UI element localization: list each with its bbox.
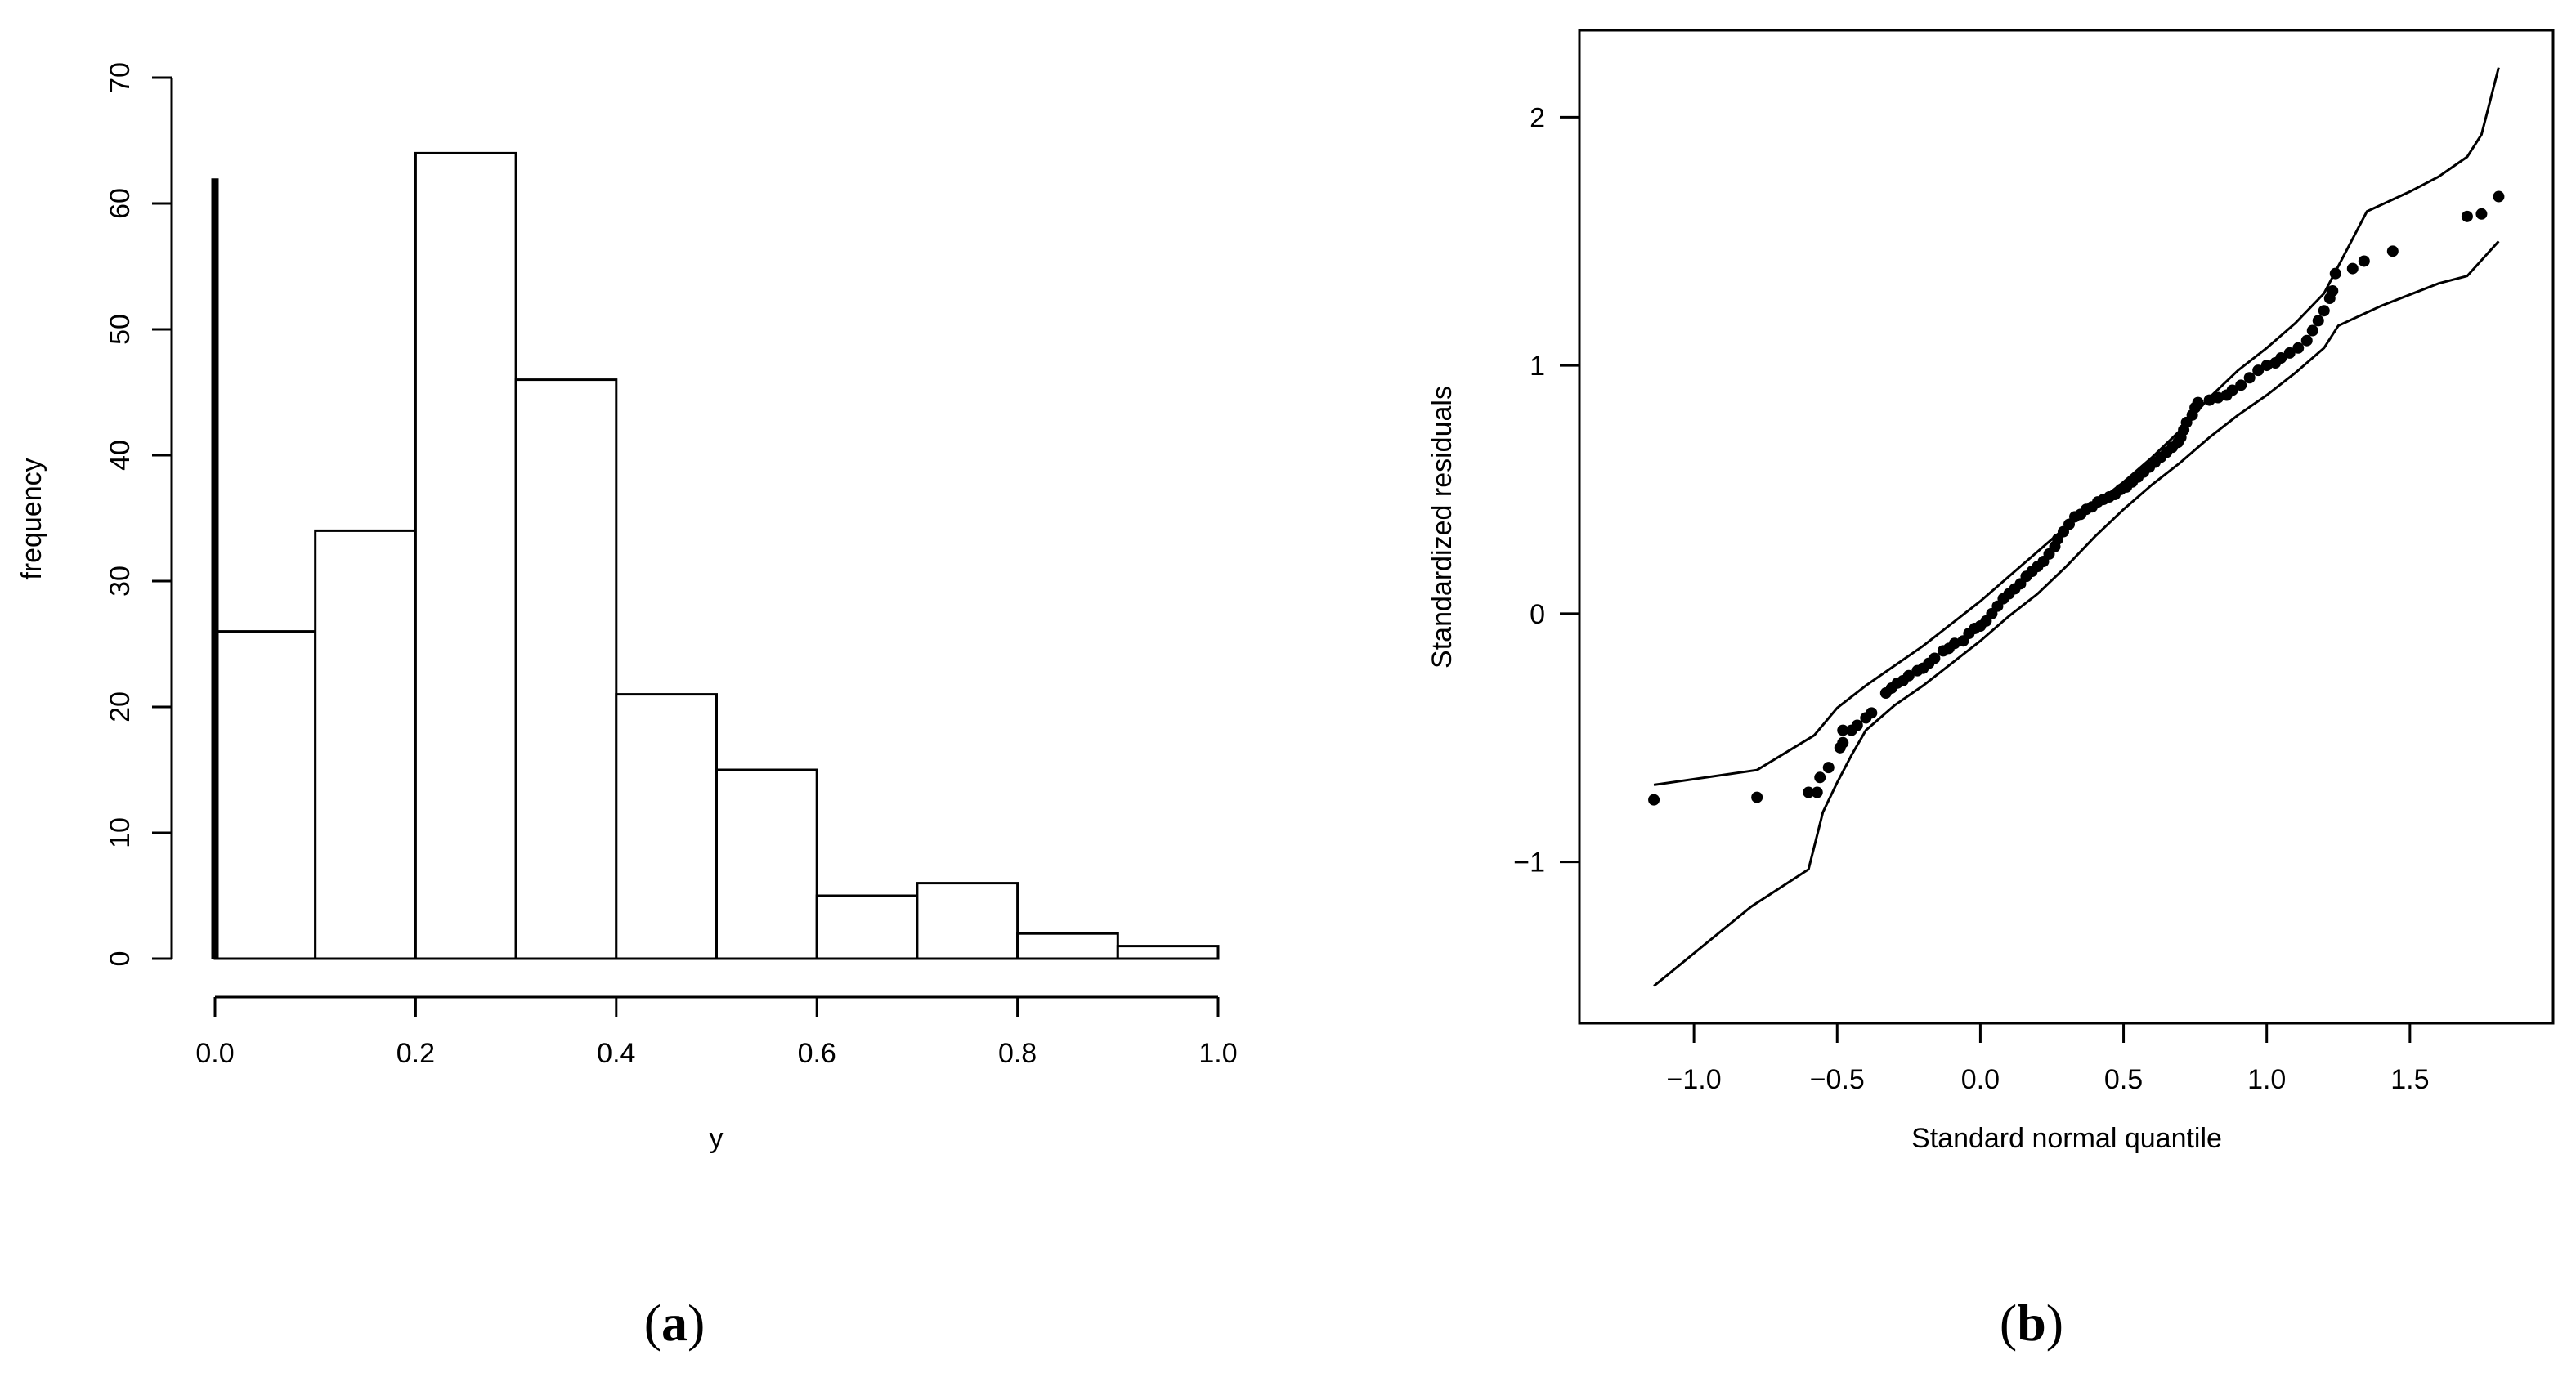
y-tick-label: 0 <box>1530 599 1545 630</box>
y-axis-title: Standardized residuals <box>1427 386 1458 669</box>
histogram-bar <box>815 894 919 960</box>
residual-point <box>1811 786 1823 798</box>
y-tick-label: 0 <box>105 951 136 967</box>
panel-label-b: (b) <box>2000 1294 2063 1352</box>
x-tick-label: 0.8 <box>998 1038 1037 1069</box>
residual-point <box>2346 262 2359 275</box>
y-tick-label: −1 <box>1513 848 1545 879</box>
residual-point <box>2386 245 2399 257</box>
residual-point <box>2475 208 2488 220</box>
residual-point <box>1929 652 1941 664</box>
x-tick-label: 0.2 <box>396 1038 435 1069</box>
y-tick-label: 30 <box>105 566 136 597</box>
x-tick-label: 0.0 <box>1961 1064 2000 1095</box>
plot-frame <box>1578 29 2555 1025</box>
residual-point <box>2260 360 2273 372</box>
x-tick-label: 1.5 <box>2390 1064 2429 1095</box>
histogram-panel: 0 10 20 30 40 50 60 70 0.0 0.2 0.4 0.6 0.8 1.0 y fre… <box>16 62 1238 1352</box>
y-tick-label: 2 <box>1530 102 1545 133</box>
residual-point <box>2318 305 2330 317</box>
x-tick-label: 1.0 <box>2247 1064 2286 1095</box>
y-tick-label: 60 <box>105 188 136 219</box>
y-axis: −1 0 1 2 <box>1513 102 1579 879</box>
residual-point <box>1822 762 1835 774</box>
y-tick-label: 70 <box>105 62 136 93</box>
x-tick-label: −0.5 <box>1810 1064 1865 1095</box>
residual-point <box>2358 255 2370 267</box>
envelope-lines <box>1653 67 2500 987</box>
x-axis: 0.0 0.2 0.4 0.6 0.8 1.0 <box>195 995 1238 1069</box>
residual-point <box>2243 372 2256 384</box>
residual-point <box>1837 736 1849 749</box>
residual-point <box>2461 210 2473 222</box>
residual-point <box>1851 719 1863 731</box>
panel-label-a-letter: a <box>661 1294 688 1352</box>
x-tick-label: 0.5 <box>2104 1064 2143 1095</box>
histogram-bars <box>213 151 1220 960</box>
residual-point <box>2312 315 2324 327</box>
residual-point <box>2327 284 2339 297</box>
y-tick-label: 40 <box>105 440 136 471</box>
residual-point <box>2306 324 2318 337</box>
y-tick-label: 50 <box>105 314 136 345</box>
histogram-bar <box>916 882 1019 960</box>
histogram-bar <box>414 151 517 960</box>
residual-point <box>1751 791 1763 803</box>
residual-point <box>2212 391 2224 404</box>
histogram-bar <box>213 630 317 960</box>
panel-label-b-letter: b <box>2017 1294 2046 1352</box>
lower-envelope-line <box>1653 240 2500 987</box>
x-axis-title: y <box>710 1123 724 1154</box>
histogram-bar <box>1016 932 1119 960</box>
x-tick-label: 1.0 <box>1198 1038 1237 1069</box>
residual-point <box>1648 794 1660 806</box>
x-tick-label: 0.4 <box>597 1038 635 1069</box>
x-tick-label: 0.6 <box>798 1038 836 1069</box>
residual-point <box>2226 384 2238 396</box>
residual-point <box>2192 396 2204 409</box>
y-axis-title: frequency <box>16 458 47 579</box>
histogram-bar <box>314 529 417 960</box>
y-tick-label: 1 <box>1530 351 1545 382</box>
y-tick-label: 10 <box>105 817 136 848</box>
x-tick-label: −1.0 <box>1667 1064 1722 1095</box>
histogram-bar <box>615 693 718 960</box>
residual-point <box>2329 267 2341 280</box>
residual-point <box>2203 394 2215 406</box>
histogram-bar <box>715 768 818 960</box>
residual-points <box>1648 190 2505 806</box>
y-tick-label: 20 <box>105 691 136 722</box>
residual-point <box>2275 351 2287 364</box>
upper-envelope-line <box>1653 67 2500 786</box>
residual-point <box>2300 334 2313 347</box>
residual-point <box>1866 707 1878 719</box>
residual-point <box>2493 190 2505 203</box>
panel-label-a: (a) <box>644 1294 706 1352</box>
residual-point <box>2235 379 2247 391</box>
residual-point <box>2292 342 2305 354</box>
residual-point <box>2283 347 2296 359</box>
x-axis: −1.0 −0.5 0.0 0.5 1.0 1.5 <box>1667 1023 2429 1095</box>
histogram-bar <box>514 378 618 960</box>
qq-plot-panel: −1 0 1 2 −1.0 −0.5 0.0 0.5 1.0 1.5 Standard norm… <box>1427 29 2555 1352</box>
residual-point <box>1814 771 1826 784</box>
x-tick-label: 0.0 <box>195 1038 234 1069</box>
residual-point <box>2252 364 2265 377</box>
y-axis: 0 10 20 30 40 50 60 70 <box>105 62 173 967</box>
residual-point <box>1837 724 1849 736</box>
x-axis-title: Standard normal quantile <box>1911 1123 2222 1154</box>
residual-point <box>1803 786 1815 798</box>
residual-point <box>1948 637 1960 650</box>
histogram-bar <box>1116 945 1220 960</box>
residual-point <box>1902 669 1915 682</box>
